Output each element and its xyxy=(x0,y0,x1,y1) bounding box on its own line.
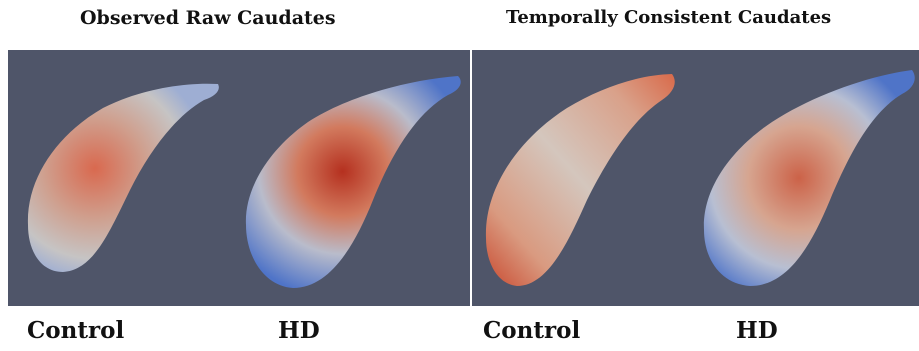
heading-observed-raw: Observed Raw Caudates xyxy=(80,7,336,29)
label-raw-control: Control xyxy=(27,317,125,344)
consistent-control-caudate xyxy=(485,74,675,286)
label-raw-hd: HD xyxy=(278,317,320,344)
raw-control-caudate xyxy=(27,83,219,272)
raw-hd-caudate xyxy=(245,76,461,288)
heading-temporally-consistent: Temporally Consistent Caudates xyxy=(506,7,832,28)
consistent-hd-caudate xyxy=(703,70,915,286)
label-consistent-hd: HD xyxy=(736,317,778,344)
label-consistent-control: Control xyxy=(483,317,581,344)
panel-observed-raw xyxy=(8,50,470,306)
temporally-consistent-render xyxy=(485,70,915,286)
panel-temporally-consistent xyxy=(472,50,919,306)
observed-raw-render xyxy=(27,76,461,288)
